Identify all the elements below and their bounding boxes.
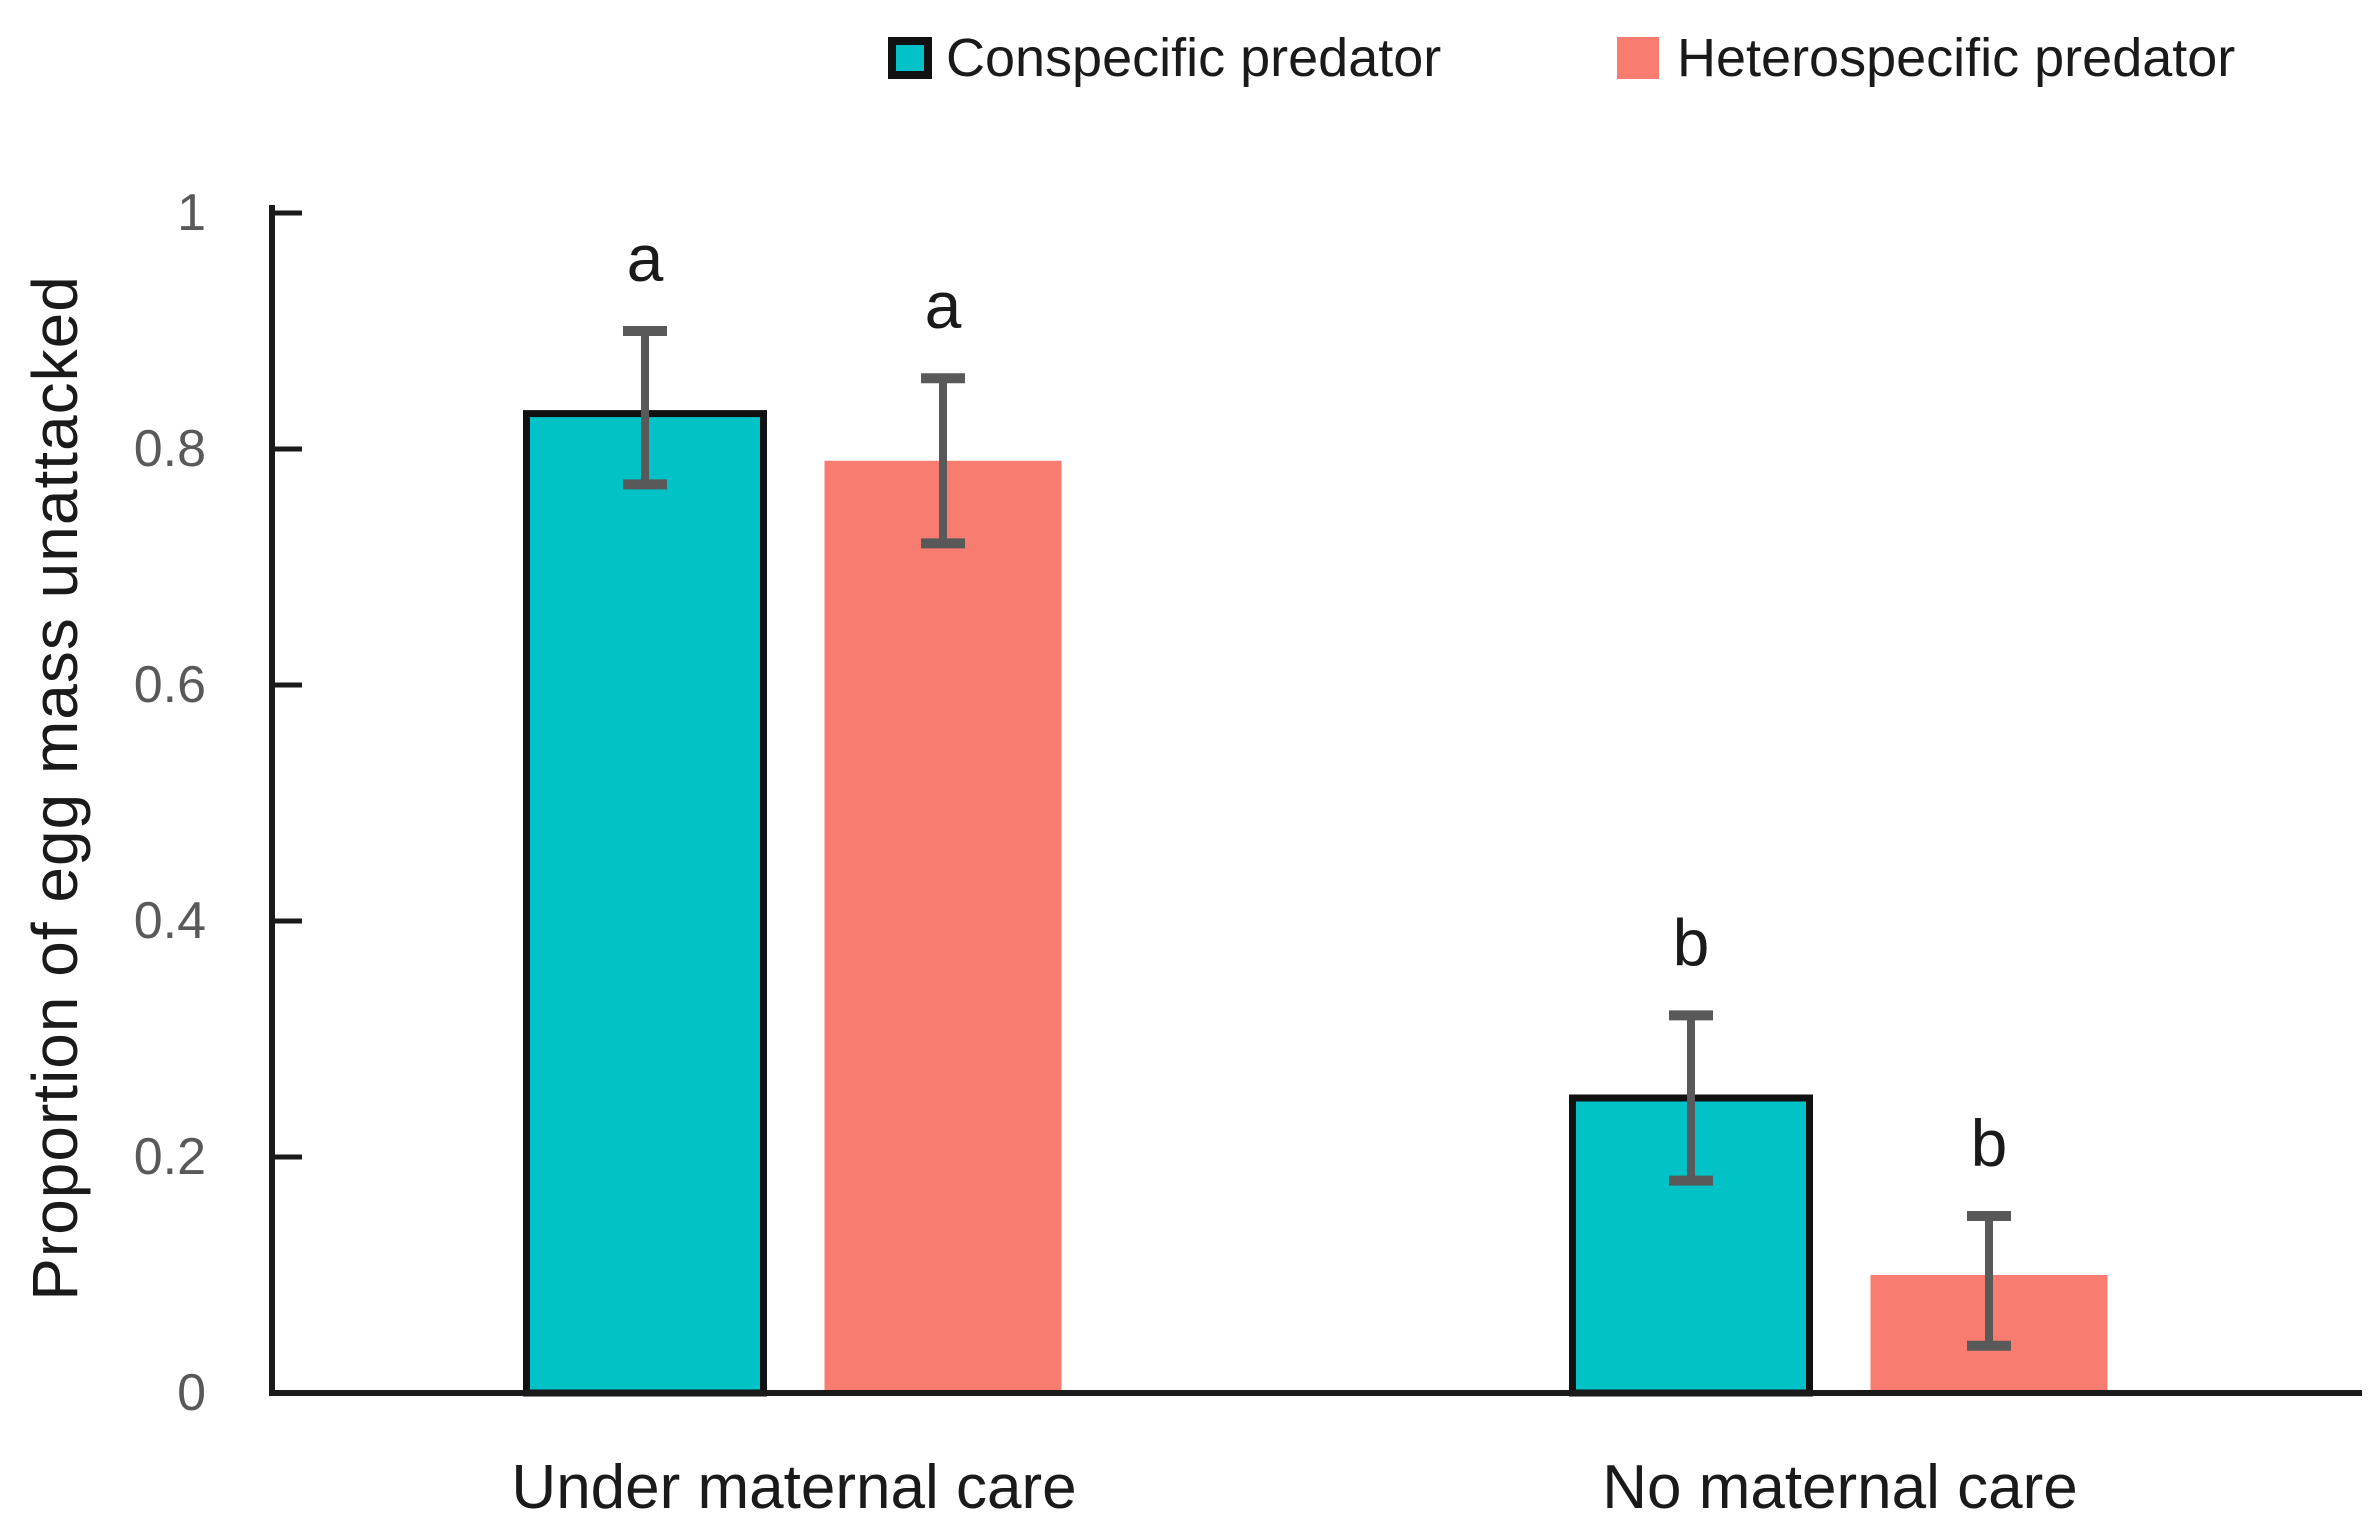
significance-letter: a (627, 221, 664, 295)
y-tick-label: 0.4 (134, 892, 206, 950)
y-tick-label: 0.6 (134, 656, 206, 714)
x-category-label: Under maternal care (511, 1453, 1076, 1522)
x-category-label: No maternal care (1602, 1453, 2078, 1522)
legend-label-conspecific: Conspecific predator (946, 28, 1442, 88)
bar-1-0 (824, 460, 1062, 1393)
legend-swatch-heterospecific (1617, 37, 1659, 79)
legend-item-heterospecific: Heterospecific predator (1617, 28, 2235, 88)
legend-item-conspecific: Conspecific predator (888, 28, 1441, 88)
legend-label-heterospecific: Heterospecific predator (1677, 28, 2236, 88)
y-tick-label: 0 (177, 1364, 206, 1422)
significance-letter: b (1673, 905, 1710, 979)
legend-swatch-conspecific (888, 37, 932, 79)
bar-0-0 (523, 410, 767, 1397)
significance-letter: a (925, 268, 962, 342)
y-tick-label: 0.8 (134, 420, 206, 478)
y-tick-label: 0.2 (134, 1128, 206, 1186)
significance-letter: b (1971, 1106, 2008, 1180)
y-tick-label: 1 (177, 184, 206, 242)
